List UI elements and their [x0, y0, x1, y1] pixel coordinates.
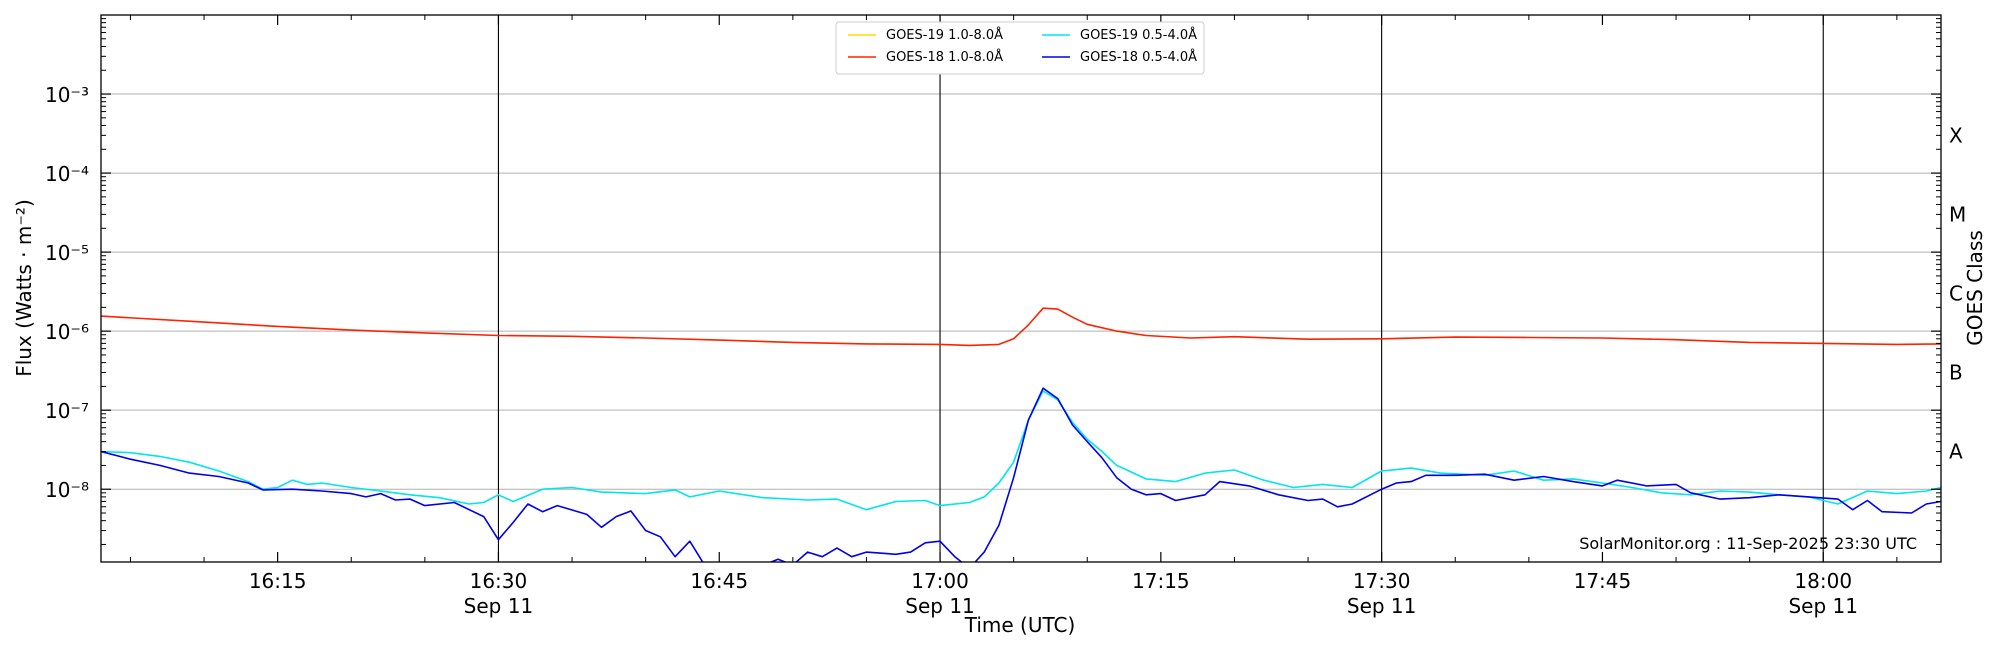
x-tick-label: 16:30	[470, 569, 528, 593]
goes-class-b: B	[1949, 360, 1963, 384]
legend-label: GOES-18 1.0-8.0Å	[886, 49, 1003, 65]
y-axis-ticks: 10⁻⁸ 10⁻⁷ 10⁻⁶ 10⁻⁵ 10⁻⁴ 10⁻³	[45, 18, 1941, 545]
credit-text: SolarMonitor.org : 11-Sep-2025 23:30 UTC	[1579, 534, 1917, 553]
y-tick-label: 10⁻⁸	[45, 478, 89, 502]
y-tick-label: 10⁻⁶	[45, 320, 89, 344]
series-group	[101, 307, 1941, 562]
x-tick-label: 17:30	[1353, 569, 1411, 593]
x-tick-label: 17:15	[1132, 569, 1190, 593]
series-line-1	[101, 307, 1941, 347]
y-tick-label: 10⁻⁷	[45, 399, 89, 423]
x-axis-label: Time (UTC)	[964, 613, 1076, 637]
legend-label: GOES-19 0.5-4.0Å	[1080, 27, 1197, 43]
series-line-3	[101, 387, 1941, 562]
legend-label: GOES-19 1.0-8.0Å	[886, 27, 1003, 43]
goes-class-labels: A B C M X	[1949, 123, 1966, 463]
x-tick-label: 17:00	[911, 569, 969, 593]
goes-class-m: M	[1949, 202, 1966, 226]
x-tick-date-label: Sep 11	[1788, 594, 1858, 618]
x-tick-date-label: Sep 11	[464, 594, 534, 618]
goes-class-a: A	[1949, 440, 1963, 464]
plot-frame	[100, 14, 1942, 563]
y-axis-label: Flux (Watts · m⁻²)	[12, 199, 36, 377]
x-tick-label: 16:15	[249, 569, 307, 593]
goes-class-x: X	[1949, 123, 1963, 147]
x-tick-label: 16:45	[690, 569, 748, 593]
legend: GOES-19 1.0-8.0Å GOES-18 1.0-8.0Å GOES-19 …	[835, 21, 1205, 75]
y-tick-label: 10⁻³	[45, 83, 89, 107]
legend-box	[835, 21, 1205, 75]
x-tick-date-label: Sep 11	[1347, 594, 1417, 618]
legend-label: GOES-18 0.5-4.0Å	[1080, 49, 1197, 65]
right-axis-label: GOES Class	[1963, 230, 1987, 346]
goes-class-c: C	[1949, 281, 1963, 305]
y-tick-label: 10⁻⁴	[45, 162, 89, 186]
x-tick-label: 17:45	[1574, 569, 1632, 593]
y-tick-label: 10⁻⁵	[45, 241, 89, 265]
x-tick-date-label: Sep 11	[905, 594, 975, 618]
x-tick-label: 18:00	[1794, 569, 1852, 593]
